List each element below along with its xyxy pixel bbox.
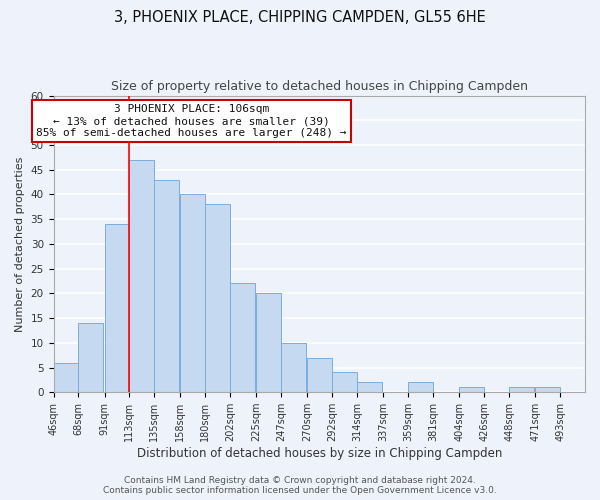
Bar xyxy=(459,388,484,392)
Bar xyxy=(509,388,534,392)
Bar xyxy=(535,388,560,392)
Bar xyxy=(307,358,332,392)
Text: 3 PHOENIX PLACE: 106sqm
← 13% of detached houses are smaller (39)
85% of semi-de: 3 PHOENIX PLACE: 106sqm ← 13% of detache… xyxy=(37,104,347,138)
Y-axis label: Number of detached properties: Number of detached properties xyxy=(15,156,25,332)
Bar xyxy=(357,382,382,392)
Bar xyxy=(154,180,179,392)
Bar xyxy=(53,362,79,392)
Bar xyxy=(256,294,281,392)
Bar xyxy=(408,382,433,392)
Bar xyxy=(230,284,255,392)
Text: 3, PHOENIX PLACE, CHIPPING CAMPDEN, GL55 6HE: 3, PHOENIX PLACE, CHIPPING CAMPDEN, GL55… xyxy=(114,10,486,25)
Text: Contains HM Land Registry data © Crown copyright and database right 2024.
Contai: Contains HM Land Registry data © Crown c… xyxy=(103,476,497,495)
Bar xyxy=(181,194,205,392)
Bar xyxy=(281,343,306,392)
Bar xyxy=(332,372,357,392)
Bar xyxy=(104,224,130,392)
Title: Size of property relative to detached houses in Chipping Campden: Size of property relative to detached ho… xyxy=(111,80,528,93)
Bar xyxy=(79,323,103,392)
X-axis label: Distribution of detached houses by size in Chipping Campden: Distribution of detached houses by size … xyxy=(137,447,502,460)
Bar xyxy=(205,204,230,392)
Bar xyxy=(130,160,154,392)
